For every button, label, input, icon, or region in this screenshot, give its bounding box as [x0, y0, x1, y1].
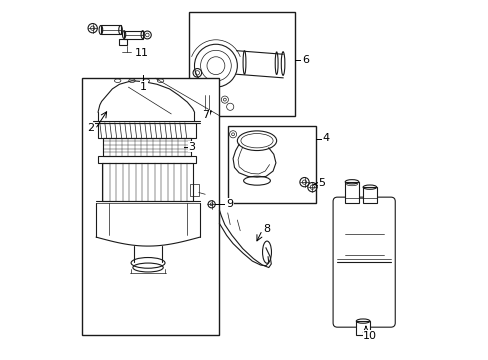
Bar [124, 31, 142, 39]
Bar [356, 321, 369, 336]
Bar [82, 78, 219, 336]
Bar [189, 184, 198, 196]
FancyBboxPatch shape [332, 197, 394, 327]
Text: 10: 10 [363, 330, 376, 341]
Text: 2: 2 [87, 123, 94, 134]
Bar [228, 126, 315, 203]
Text: 7: 7 [202, 110, 209, 120]
Text: 8: 8 [263, 224, 270, 234]
Text: 3: 3 [188, 141, 195, 152]
Text: 11: 11 [135, 48, 148, 58]
Text: 1: 1 [140, 82, 147, 92]
Bar [103, 138, 190, 156]
Text: 9: 9 [225, 199, 233, 209]
Bar [98, 123, 196, 138]
Bar [119, 39, 126, 45]
Bar [189, 12, 294, 116]
Bar [345, 182, 358, 203]
Text: 6: 6 [302, 55, 308, 65]
Bar [102, 163, 192, 202]
Bar [98, 156, 196, 163]
Text: 5: 5 [317, 179, 325, 188]
Bar [101, 25, 121, 34]
Bar [363, 187, 376, 203]
Text: 4: 4 [322, 134, 329, 143]
